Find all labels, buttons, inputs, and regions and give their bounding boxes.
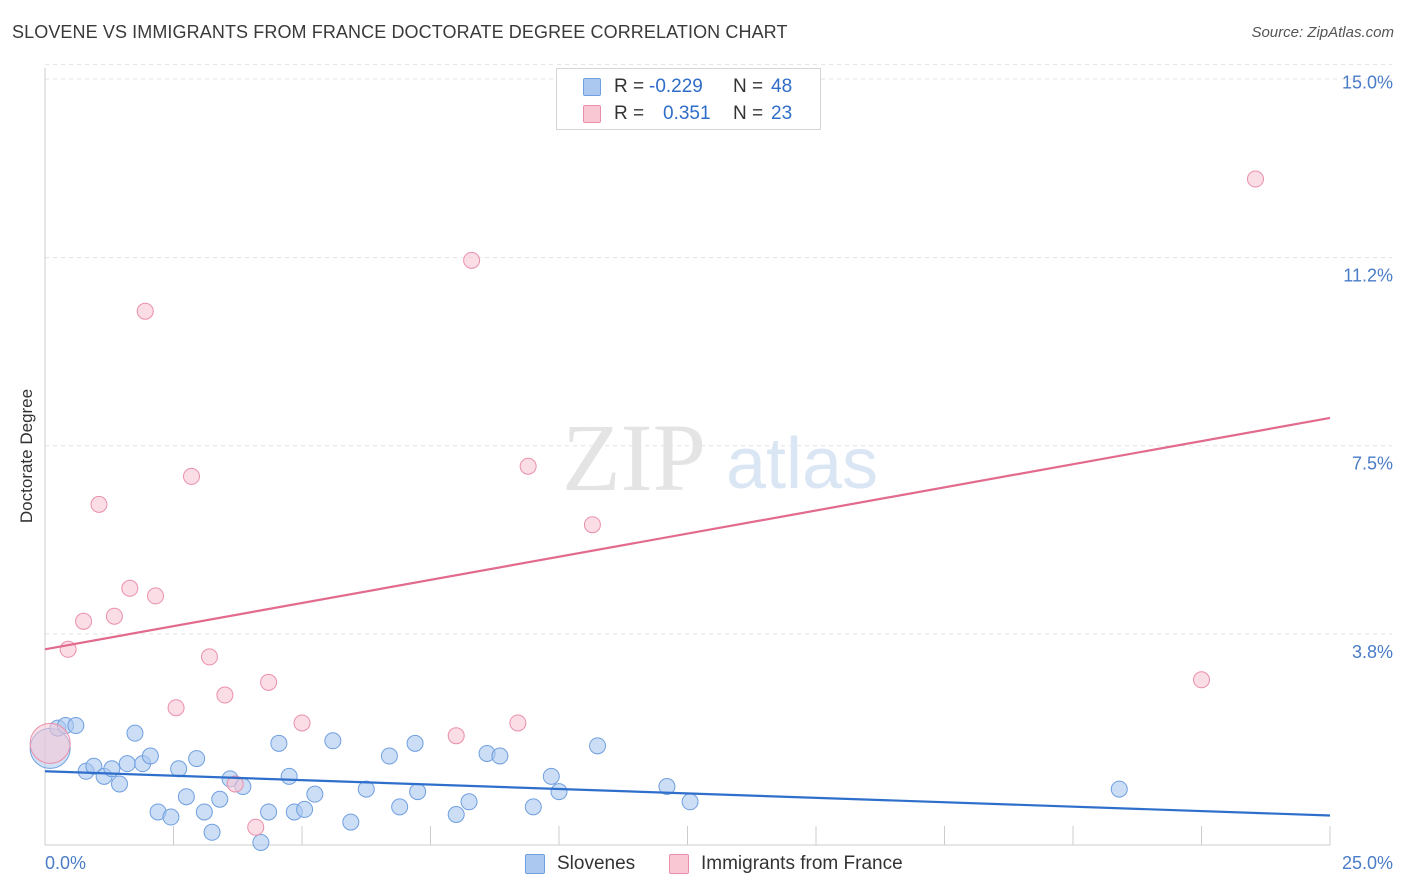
chart-title: SLOVENE VS IMMIGRANTS FROM FRANCE DOCTOR… <box>12 22 788 42</box>
point-slovenes <box>85 757 103 775</box>
point-slovenes <box>542 767 560 785</box>
point-slovenes <box>342 813 360 831</box>
point-slovenes <box>195 803 213 821</box>
point-slovenes <box>406 734 424 752</box>
point-slovenes <box>252 833 270 851</box>
point-france <box>147 587 165 605</box>
point-france <box>447 727 465 745</box>
point-slovenes <box>447 805 465 823</box>
n-value-slovenes: 48 <box>771 76 793 97</box>
data-points <box>29 170 1264 851</box>
point-slovenes <box>211 790 229 808</box>
x-tick-label: 25.0% <box>1342 853 1393 873</box>
legend-swatch-slovenes <box>525 854 545 874</box>
point-france <box>90 495 108 513</box>
r-value-slovenes: -0.229 <box>649 76 703 97</box>
watermark-zip: ZIP <box>562 404 706 511</box>
legend-swatch-france <box>669 854 689 874</box>
point-france <box>182 467 200 485</box>
point-france <box>121 579 139 597</box>
point-slovenes <box>260 803 278 821</box>
point-slovenes <box>589 737 607 755</box>
y-tick-label: 7.5% <box>1352 454 1393 474</box>
point-france <box>200 648 218 666</box>
point-france <box>260 673 278 691</box>
trend-line-france <box>44 416 1331 651</box>
point-france <box>1193 671 1210 689</box>
point-france <box>75 612 93 630</box>
legend-label-slovenes: Slovenes <box>557 853 636 874</box>
correlation-stats-box: R = -0.229 N = 48 R = 0.351 N = 23 <box>556 68 821 130</box>
stats-swatch-france <box>583 105 601 123</box>
point-france <box>167 699 185 717</box>
point-slovenes <box>203 823 221 841</box>
y-tick-label: 15.0% <box>1342 72 1393 92</box>
y-tick-label: 11.2% <box>1343 266 1393 286</box>
point-slovenes <box>1110 780 1128 798</box>
point-slovenes <box>170 760 188 778</box>
point-slovenes <box>380 747 398 765</box>
source-credit: Source: ZipAtlas.com <box>1251 24 1394 41</box>
point-france <box>216 686 234 704</box>
point-slovenes <box>280 767 298 785</box>
chart-legend: Slovenes Immigrants from France <box>0 850 1406 878</box>
point-slovenes <box>357 780 375 798</box>
point-slovenes <box>67 717 85 735</box>
point-slovenes <box>306 785 324 803</box>
n-label: N = <box>733 103 764 124</box>
zipatlas-watermark: ZIP atlas <box>562 404 878 511</box>
r-label: R = <box>614 76 645 97</box>
point-france <box>463 251 481 269</box>
r-label: R = <box>614 103 645 124</box>
point-slovenes <box>550 783 568 801</box>
point-france <box>509 714 527 732</box>
stats-row-france: R = 0.351 N = 23 <box>557 101 820 127</box>
y-tick-label: 3.8% <box>1352 642 1393 662</box>
legend-label-france: Immigrants from France <box>701 853 903 874</box>
point-france <box>293 714 311 732</box>
point-slovenes <box>296 800 314 818</box>
point-slovenes <box>111 775 129 793</box>
point-france <box>105 607 123 625</box>
watermark-atlas: atlas <box>726 424 878 504</box>
r-value-france: 0.351 <box>663 103 711 124</box>
point-france <box>29 722 71 764</box>
x-tick-label: 0.0% <box>45 853 86 873</box>
point-slovenes <box>162 808 180 826</box>
trend-line-slovenes <box>44 770 1331 817</box>
point-slovenes <box>391 798 409 816</box>
tick-labels: 3.8% 7.5% 11.2% 15.0% 0.0% 25.0% <box>45 72 1393 873</box>
point-slovenes <box>177 788 195 806</box>
point-slovenes <box>658 778 676 796</box>
point-france <box>226 775 244 793</box>
trend-lines <box>44 416 1331 817</box>
n-value-france: 23 <box>771 103 793 124</box>
point-slovenes <box>524 798 542 816</box>
point-slovenes <box>491 747 509 765</box>
stats-row-slovenes: R = -0.229 N = 48 <box>557 74 820 100</box>
point-france <box>136 302 154 320</box>
point-france <box>583 516 601 534</box>
point-slovenes <box>409 783 427 801</box>
point-slovenes <box>270 734 288 752</box>
point-slovenes <box>681 793 699 811</box>
point-slovenes <box>188 750 206 768</box>
gridlines <box>45 63 1392 635</box>
point-slovenes <box>460 793 478 811</box>
stats-swatch-slovenes <box>583 78 601 96</box>
n-label: N = <box>733 76 764 97</box>
point-france <box>247 818 265 836</box>
point-france <box>519 457 537 475</box>
point-slovenes <box>324 732 342 750</box>
point-slovenes <box>141 747 159 765</box>
point-slovenes <box>126 724 144 742</box>
point-france <box>1246 170 1264 188</box>
point-slovenes <box>118 755 136 773</box>
